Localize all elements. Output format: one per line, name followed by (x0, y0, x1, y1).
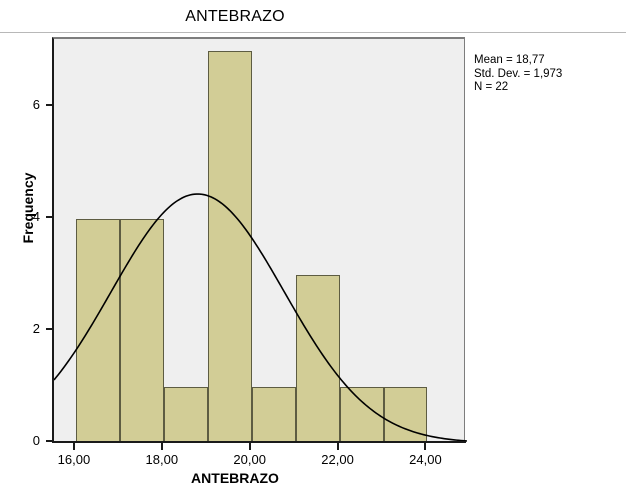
histogram-bar (295, 275, 340, 443)
x-tick-label: 18,00 (145, 452, 179, 467)
y-tick-mark (46, 216, 53, 219)
histogram-bar (75, 219, 120, 443)
x-tick-mark (424, 443, 427, 450)
x-tick-mark (336, 443, 339, 450)
x-tick-mark (248, 443, 251, 450)
bars-layer (54, 39, 467, 443)
x-axis-line (52, 441, 466, 443)
mean-label: Mean = 18,77 (474, 54, 545, 66)
statistics-annotation: Mean = 18,77 Std. Dev. = 1,973 N = 22 (474, 54, 562, 95)
y-tick-label: 4 (32, 209, 40, 225)
y-tick-mark (46, 104, 53, 107)
x-tick-label: 24,00 (409, 452, 442, 467)
x-axis-title: ANTEBRAZO (191, 470, 279, 486)
y-tick-mark (46, 440, 53, 442)
chart-title: ANTEBRAZO (185, 8, 285, 25)
y-axis-title: Frequency (20, 172, 36, 244)
histogram-bar (207, 51, 252, 443)
y-tick-label: 2 (32, 321, 40, 337)
y-tick-mark (46, 328, 53, 331)
x-tick-label: 16,00 (57, 452, 91, 467)
normal-curve-path (54, 193, 467, 442)
title-divider (0, 32, 626, 33)
std-dev-label: Std. Dev. = 1,973 (474, 67, 563, 80)
histogram-bar (119, 219, 164, 443)
x-tick-mark (160, 443, 163, 450)
normal-curve-overlay (54, 193, 467, 442)
histogram-bar (163, 387, 208, 443)
x-tick-label: 20,00 (233, 452, 266, 467)
x-tick-label: 22,00 (321, 452, 354, 467)
sample-size-label: N = 22 (474, 81, 509, 93)
histogram-bar (251, 387, 296, 443)
plot-area (52, 37, 467, 443)
x-tick-mark (72, 443, 75, 450)
y-tick-label: 0 (32, 433, 40, 448)
histogram-bar (339, 387, 384, 443)
y-tick-label: 6 (32, 97, 40, 113)
